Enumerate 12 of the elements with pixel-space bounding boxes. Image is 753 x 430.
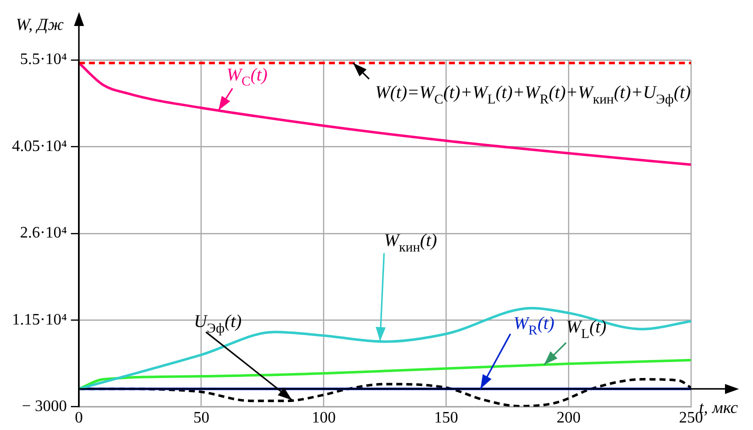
x-tick-label: 50 [193, 410, 210, 427]
y-tick-label: 2.6·10⁴ [20, 224, 68, 242]
y-tick-label: 1.15·10⁴ [12, 311, 68, 328]
y-tick-label: 4.05·10⁴ [12, 138, 68, 155]
x-tick-label: 0 [74, 410, 83, 427]
x-tick-label: 150 [434, 410, 458, 427]
y-tick-label: 5.5·10⁴ [20, 51, 68, 68]
y-tick-label: − 3000 [22, 398, 67, 416]
x-tick-label: 200 [556, 410, 581, 427]
y-axis-title: W, Дж [16, 15, 64, 34]
x-tick-label: 100 [312, 410, 336, 427]
line-series [78, 358, 691, 390]
